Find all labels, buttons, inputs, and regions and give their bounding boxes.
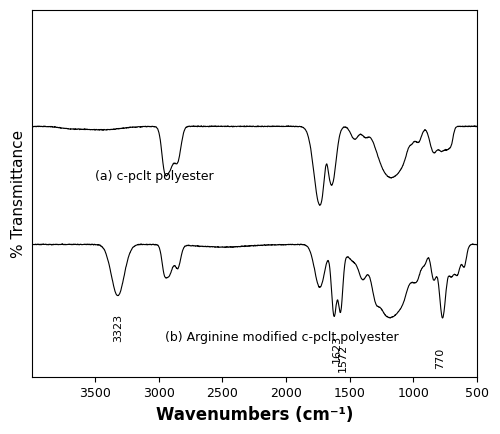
Text: 3323: 3323 xyxy=(113,313,123,341)
Text: 770: 770 xyxy=(435,347,445,368)
Text: 1623: 1623 xyxy=(332,335,342,362)
Text: (b) Arginine modified c-pclt polyester: (b) Arginine modified c-pclt polyester xyxy=(165,330,399,343)
X-axis label: Wavenumbers (cm⁻¹): Wavenumbers (cm⁻¹) xyxy=(156,405,353,423)
Y-axis label: % Transmittance: % Transmittance xyxy=(11,130,26,258)
Text: 1572: 1572 xyxy=(338,343,348,371)
Text: (a) c-pclt polyester: (a) c-pclt polyester xyxy=(96,170,214,183)
